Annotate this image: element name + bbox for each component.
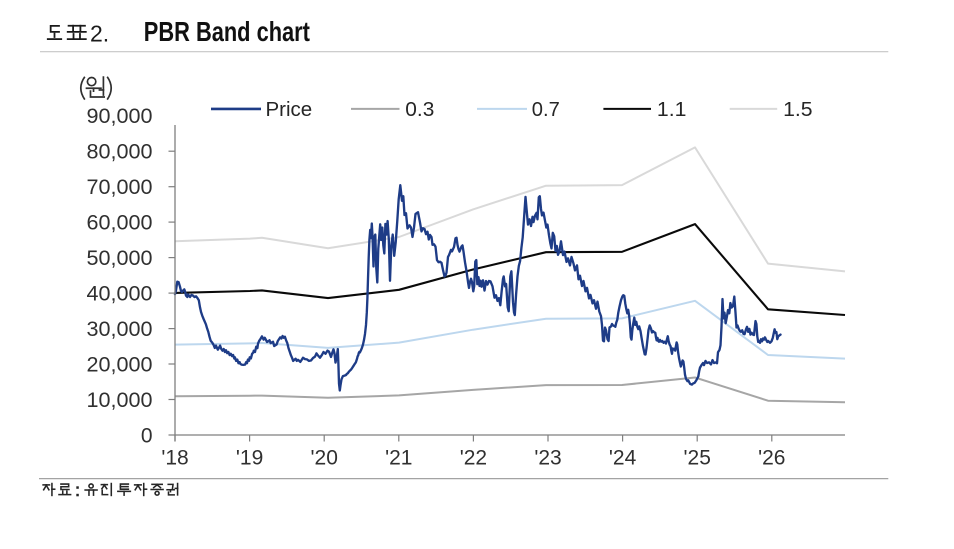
svg-text:'25: '25 [684, 447, 711, 470]
svg-text:1.1: 1.1 [657, 98, 687, 121]
svg-text:90,000: 90,000 [87, 105, 153, 128]
svg-text:70,000: 70,000 [87, 176, 153, 199]
svg-text:80,000: 80,000 [87, 141, 153, 164]
svg-text:60,000: 60,000 [87, 212, 153, 235]
svg-text:0: 0 [141, 424, 153, 447]
svg-text:40,000: 40,000 [87, 283, 153, 306]
svg-text:0.3: 0.3 [405, 98, 434, 121]
svg-text:PBR Band chart: PBR Band chart [144, 17, 311, 48]
svg-text:'20: '20 [311, 447, 338, 470]
svg-text:Price: Price [266, 98, 313, 121]
svg-text:0.7: 0.7 [532, 98, 560, 121]
svg-text:'18: '18 [161, 447, 188, 470]
svg-text:'21: '21 [385, 447, 412, 470]
svg-text:50,000: 50,000 [87, 247, 153, 270]
svg-text:20,000: 20,000 [87, 353, 153, 376]
svg-text:'19: '19 [236, 447, 263, 470]
svg-text:2.: 2. [90, 21, 109, 47]
svg-text:'23: '23 [534, 447, 561, 470]
svg-text:'22: '22 [460, 447, 487, 470]
svg-text:30,000: 30,000 [87, 318, 153, 341]
svg-text:1.5: 1.5 [783, 98, 813, 121]
svg-text:'24: '24 [609, 447, 637, 470]
svg-text:'26: '26 [758, 447, 785, 470]
svg-text:10,000: 10,000 [87, 389, 153, 412]
